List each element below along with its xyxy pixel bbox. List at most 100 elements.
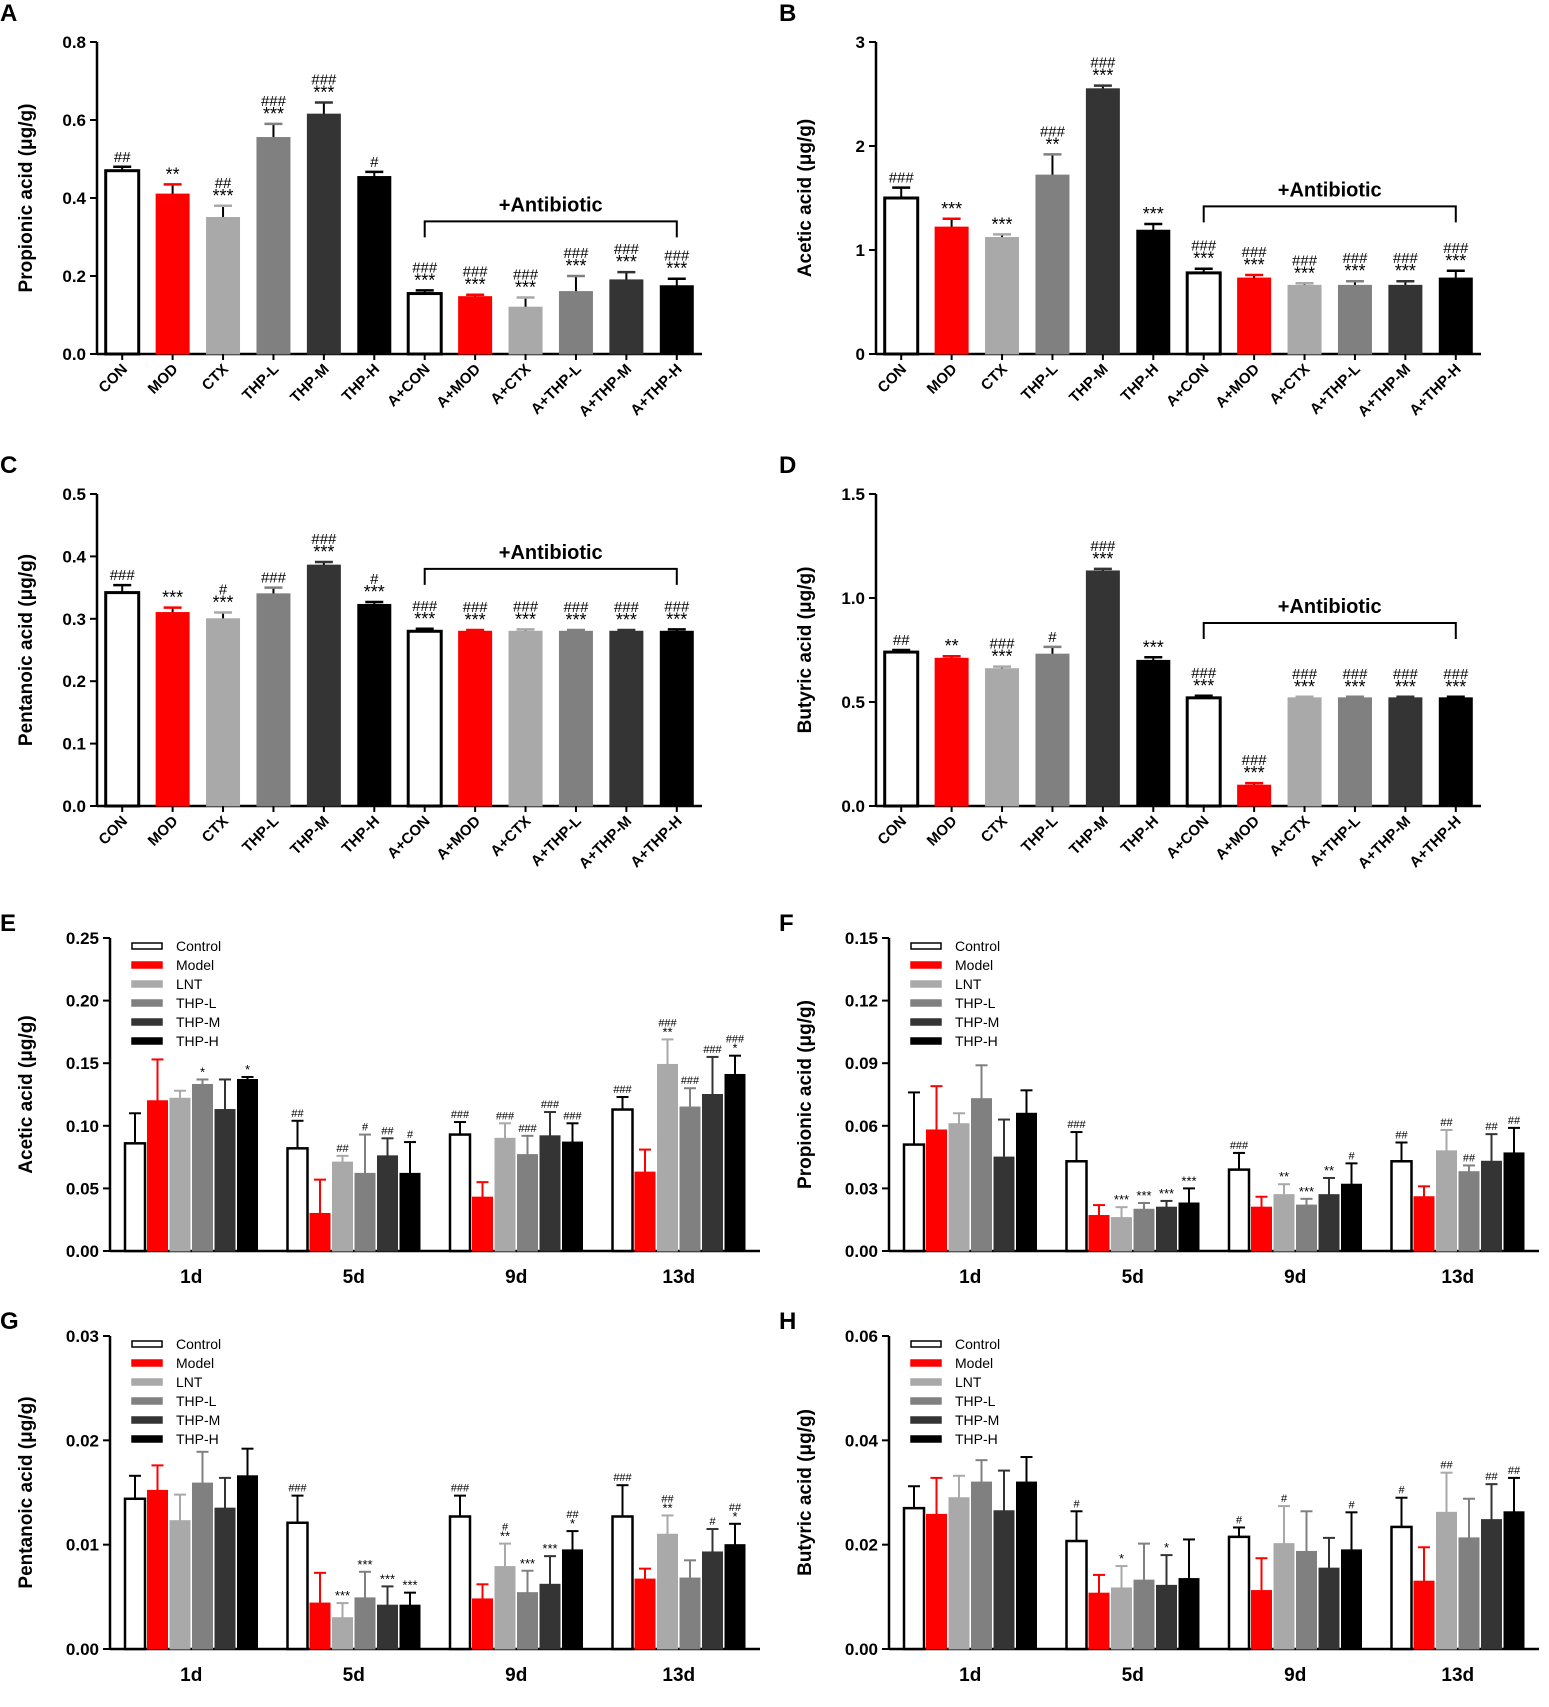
bar-model-5d — [1088, 1592, 1110, 1650]
significance-star: *** — [1092, 66, 1113, 86]
x-tick-label: 9d — [1284, 1267, 1306, 1288]
bar-thp-l-1d — [192, 1083, 213, 1252]
bar-thp-m-5d — [1156, 1206, 1177, 1252]
significance-hash: ## — [336, 1143, 349, 1155]
legend-swatch-thp-l — [131, 1397, 163, 1405]
significance-star: *** — [1299, 1184, 1314, 1199]
bar-thp-m-1d — [214, 1109, 236, 1252]
legend-swatch-thp-l — [131, 999, 163, 1007]
legend-swatch-thp-l — [910, 999, 942, 1007]
x-tick-label: 5d — [343, 1267, 365, 1288]
bar-thp-m-13d — [1481, 1160, 1502, 1252]
significance-star: *** — [1344, 677, 1365, 697]
bar-thp-m — [1085, 88, 1120, 355]
x-tick-label: A+THP-M — [1355, 813, 1414, 872]
x-tick-label: 1d — [959, 1665, 981, 1686]
significance-star: * — [732, 1509, 737, 1524]
x-tick-label: 9d — [1284, 1665, 1306, 1686]
antibiotic-bracket — [423, 220, 678, 238]
bar-model-5d — [1088, 1215, 1110, 1252]
bar-a-ctx — [508, 306, 543, 355]
legend-label-thp-l: THP-L — [176, 1393, 217, 1409]
legend-swatch-thp-h — [131, 1037, 163, 1045]
significance-hash: ## — [1440, 1460, 1453, 1472]
bar-thp-m-9d — [1318, 1567, 1340, 1650]
significance-star: *** — [666, 609, 687, 629]
y-tick-label: 0.00 — [66, 1640, 99, 1659]
bar-model-1d — [926, 1129, 947, 1252]
significance-hash: ### — [664, 598, 690, 615]
bar-thp-m-13d — [702, 1094, 723, 1252]
significance-star: ** — [166, 164, 180, 184]
antibiotic-bracket — [1202, 621, 1457, 639]
significance-hash: ## — [114, 149, 131, 166]
significance-hash: ## — [1485, 1471, 1498, 1483]
significance-hash: ### — [664, 248, 690, 265]
significance-hash: ### — [1191, 665, 1217, 682]
y-tick-label: 0.09 — [845, 1054, 878, 1073]
bar-a-con — [406, 629, 443, 808]
x-tick-label: A+THP-M — [1355, 361, 1414, 420]
bar-a-ctx — [508, 630, 543, 807]
bar-control-1d — [123, 1142, 147, 1253]
bar-control-9d — [1227, 1535, 1251, 1651]
legend-label-control: Control — [176, 938, 221, 954]
y-tick-label: 0.06 — [845, 1327, 878, 1346]
y-tick-label: 0.4 — [62, 189, 86, 208]
y-tick-label: 0.00 — [845, 1640, 878, 1659]
legend-swatch-thp-l — [910, 1397, 942, 1405]
significance-hash: ### — [513, 266, 539, 283]
y-tick-label: 1.5 — [841, 485, 865, 504]
bar-model-5d — [309, 1602, 331, 1650]
legend-swatch-lnt — [131, 980, 163, 988]
legend-label-control: Control — [176, 1336, 221, 1352]
bar-thp-l-5d — [1133, 1579, 1155, 1650]
bar-model-5d — [309, 1212, 331, 1252]
y-tick-label: 0.2 — [62, 267, 86, 286]
bar-control-1d — [123, 1497, 147, 1651]
bar-thp-m-5d — [377, 1155, 398, 1252]
bar-thp-l-1d — [192, 1482, 213, 1650]
significance-star: *** — [414, 270, 435, 290]
panel-letter: B — [779, 0, 797, 27]
bar-control-13d — [1390, 1160, 1413, 1253]
legend-swatch-model — [910, 1359, 942, 1367]
bar-lnt-5d — [332, 1617, 353, 1650]
significance-hash: ### — [513, 598, 539, 615]
significance-hash: ## — [215, 175, 232, 192]
bar-a-thp-m — [609, 630, 644, 807]
significance-hash: ### — [990, 636, 1016, 653]
bar-thp-l-13d — [679, 1106, 701, 1252]
significance-star: *** — [414, 609, 435, 629]
x-tick-label: THP-H — [1118, 361, 1162, 405]
legend-label-thp-m: THP-M — [176, 1014, 220, 1030]
x-tick-label: CTX — [199, 361, 232, 394]
panel-h: H 0.00 0.02 0.04 0.06 Butyric acid (μg/g) 1d #… — [779, 1308, 1549, 1704]
significance-hash: ### — [451, 1483, 470, 1495]
bar-thp-h-1d — [237, 1475, 258, 1650]
bar-thp-h-13d — [1503, 1152, 1525, 1252]
significance-hash: # — [1348, 1499, 1355, 1511]
legend-swatch-thp-m — [131, 1018, 163, 1026]
y-tick-label: 0.0 — [62, 797, 86, 816]
legend-label-thp-h: THP-H — [176, 1431, 219, 1447]
x-tick-label: THP-M — [287, 813, 333, 859]
significance-hash: ## — [729, 1502, 742, 1514]
significance-hash: # — [709, 1516, 716, 1528]
y-axis-label: Butyric acid (μg/g) — [795, 567, 816, 734]
y-tick-label: 0.6 — [62, 111, 86, 130]
bar-thp-m-13d — [1481, 1519, 1502, 1650]
panel-c: C 0.0 0.1 0.2 0.3 0.4 0.5 Pentanoic acid (μg/g… — [0, 452, 770, 904]
pentanoic-acid-chart: 0.0 0.1 0.2 0.3 0.4 0.5 Pentanoic acid (μg/g) #… — [16, 485, 702, 872]
significance-star: *** — [1244, 255, 1265, 275]
significance-hash: ### — [563, 245, 589, 262]
significance-star: *** — [616, 252, 637, 272]
bar-thp-l-13d — [1458, 1171, 1480, 1252]
bar-control-1d — [902, 1143, 926, 1253]
significance-star: * — [570, 1516, 575, 1531]
x-tick-label: A+CON — [1163, 361, 1212, 410]
panel-e: E 0.00 0.05 0.10 0.15 0.20 0.25 Acetic acid (μ… — [0, 910, 770, 1306]
bar-thp-l-1d — [971, 1481, 992, 1650]
significance-star: *** — [1114, 1192, 1129, 1207]
bar-thp-m — [1085, 570, 1120, 807]
